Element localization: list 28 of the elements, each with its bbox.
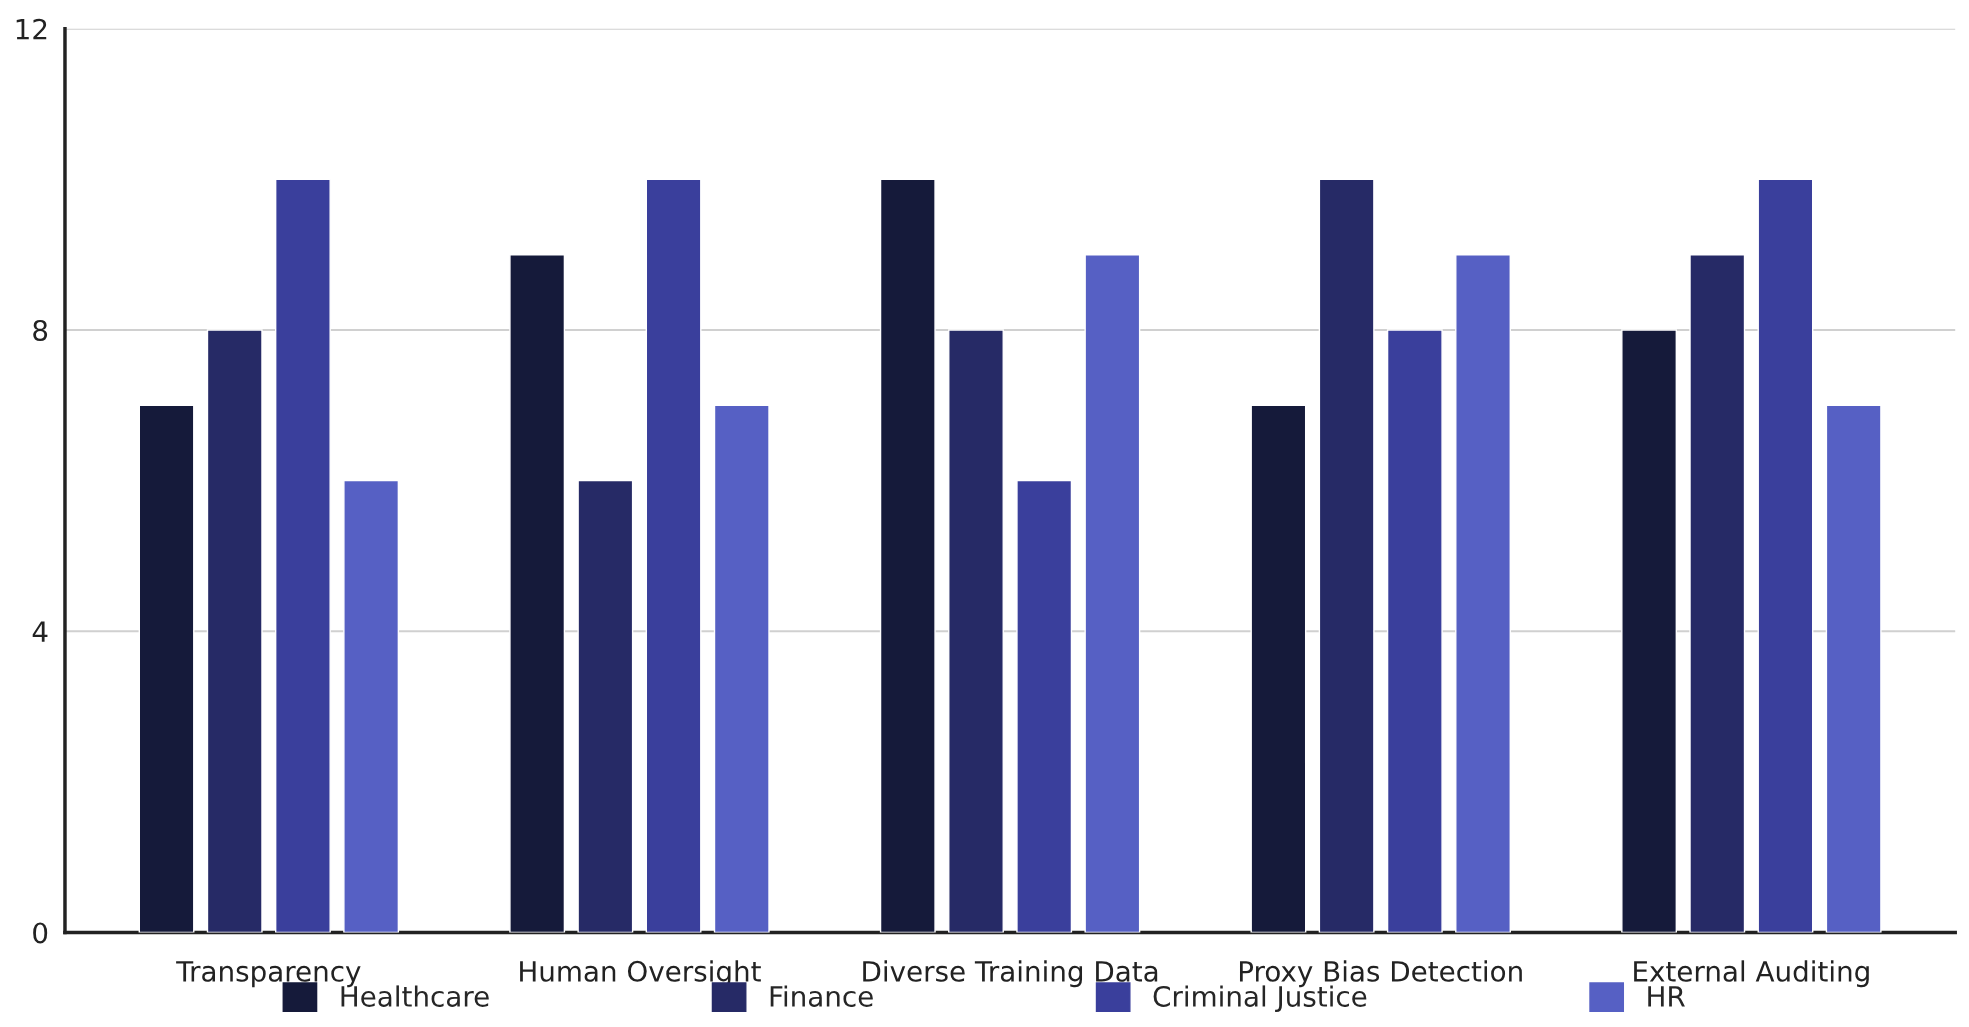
bar	[1250, 404, 1307, 933]
y-tick-label: 0	[33, 922, 48, 944]
bar	[1386, 329, 1443, 933]
legend-label: HR	[1648, 986, 1685, 1007]
bar	[1084, 254, 1141, 933]
bar	[1689, 254, 1746, 933]
bar	[343, 479, 400, 933]
bar	[713, 404, 770, 933]
bar	[206, 329, 263, 933]
bar	[509, 254, 566, 933]
legend-label: Finance	[770, 985, 873, 1007]
y-tick-label: 12	[16, 18, 47, 40]
bar	[274, 178, 331, 933]
bar	[577, 479, 634, 933]
bar	[948, 329, 1004, 933]
y-tick-label: 8	[33, 319, 48, 341]
bar	[1016, 479, 1073, 933]
bar	[645, 178, 702, 933]
bar	[1621, 329, 1678, 933]
bar	[1825, 404, 1882, 933]
bar	[138, 404, 195, 933]
bar	[1318, 178, 1375, 933]
x-tick-label: Diverse Training Data	[863, 960, 1158, 988]
x-tick-label: Human Oversight	[520, 960, 761, 988]
y-tick-label: 4	[32, 621, 48, 642]
bar	[1757, 178, 1814, 933]
bar	[1455, 254, 1511, 933]
bar	[879, 178, 936, 933]
